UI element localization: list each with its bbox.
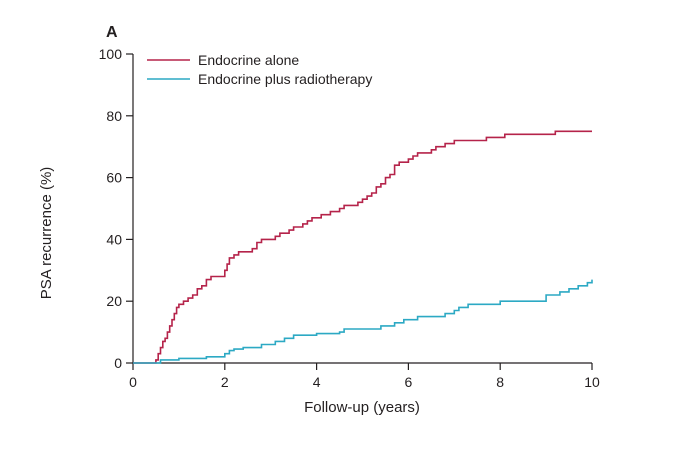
x-tick-label: 8 <box>496 374 504 390</box>
y-tick-label: 60 <box>106 170 122 186</box>
panel-label: A <box>106 24 118 41</box>
x-tick-label: 4 <box>313 374 321 390</box>
series-line-1 <box>133 130 592 364</box>
x-tick-label: 0 <box>129 374 137 390</box>
x-axis-title: Follow-up (years) <box>304 399 420 416</box>
series-lines <box>133 130 593 364</box>
x-tick-label: 2 <box>221 374 229 390</box>
y-tick-label: 0 <box>114 355 122 371</box>
y-axis-title: PSA recurrence (%) <box>38 167 55 300</box>
y-tick-label: 20 <box>106 293 122 309</box>
x-tick-label: 6 <box>405 374 413 390</box>
y-axis-ticks: 0 20 40 60 80 100 <box>99 46 133 371</box>
legend-label-1: Endocrine alone <box>198 52 299 68</box>
y-tick-label: 80 <box>106 108 122 124</box>
legend: Endocrine alone Endocrine plus radiothera… <box>147 52 372 87</box>
x-axis-ticks: 0 2 4 6 8 10 <box>129 363 600 390</box>
x-tick-label: 10 <box>584 374 600 390</box>
y-tick-label: 100 <box>99 46 123 62</box>
plot-area: 0 20 40 60 80 100 0 2 4 6 8 10 <box>99 46 600 390</box>
y-tick-label: 40 <box>106 231 122 247</box>
legend-label-2: Endocrine plus radiotherapy <box>198 71 372 87</box>
series-line-2 <box>133 279 593 364</box>
